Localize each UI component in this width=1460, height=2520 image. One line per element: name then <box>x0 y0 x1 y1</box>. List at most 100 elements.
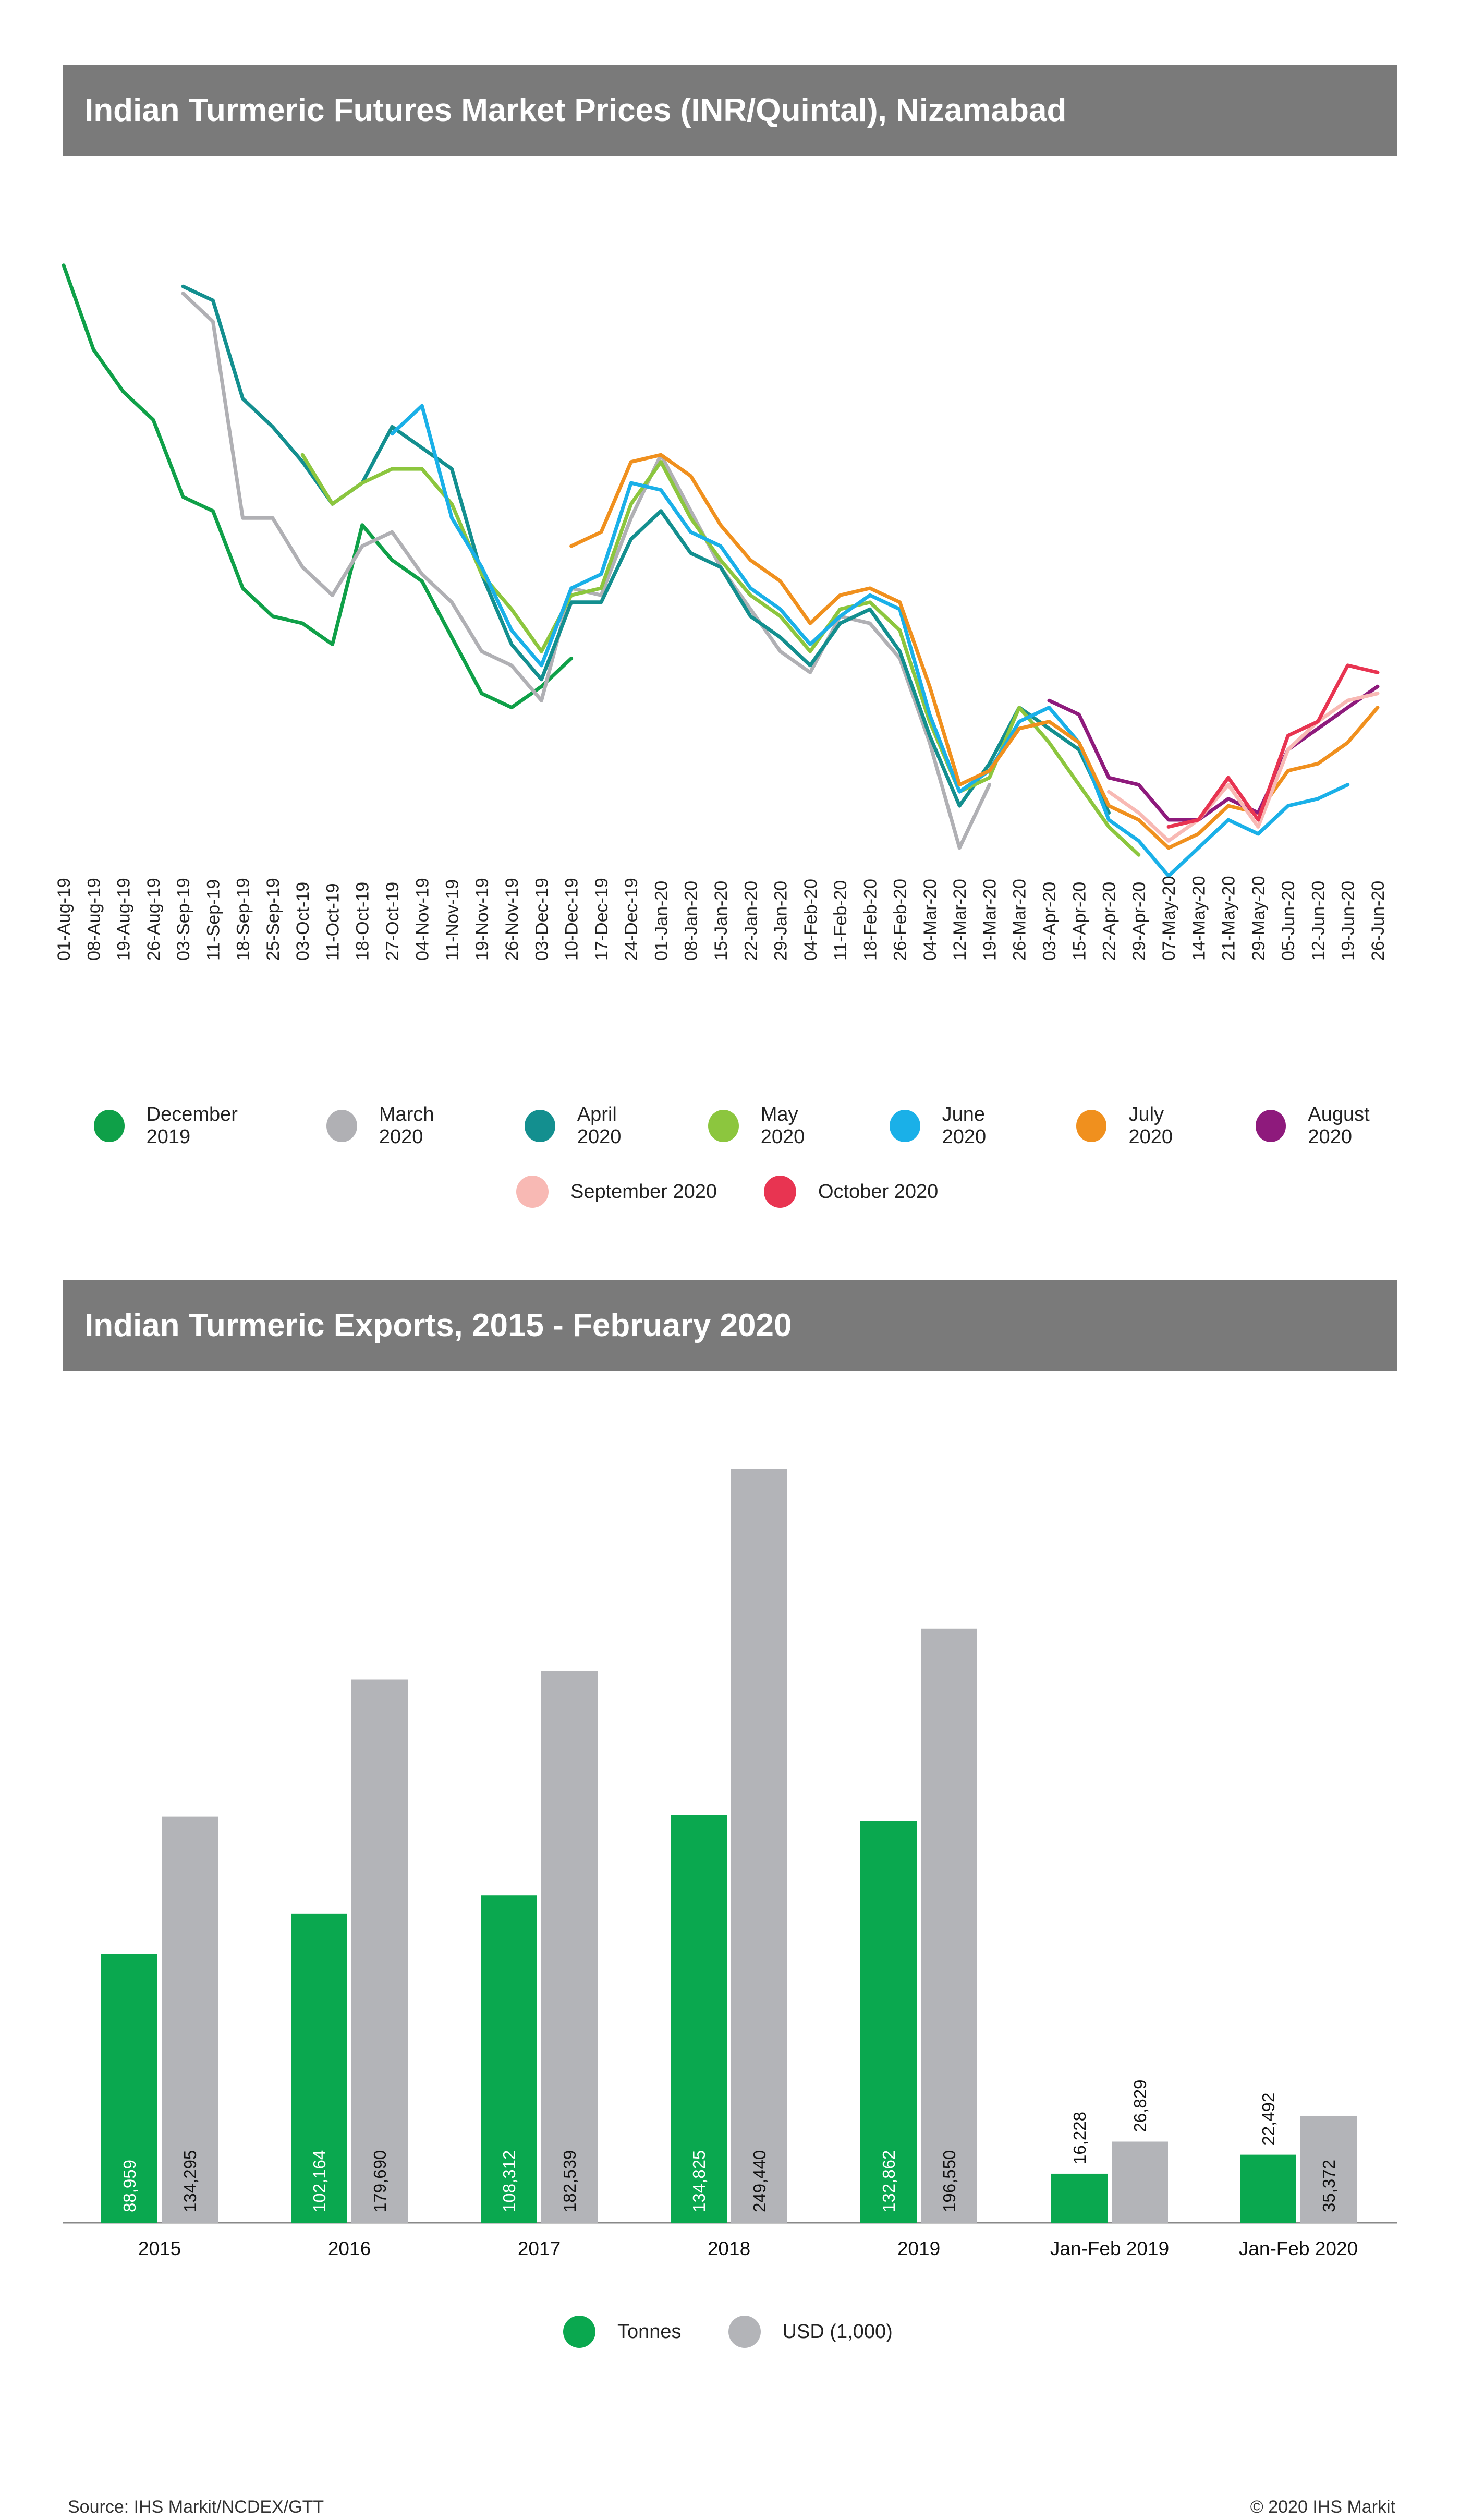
bar-tonnes-2018 <box>671 1815 727 2223</box>
x-tick-label: 12-Jun-20 <box>1308 881 1328 961</box>
x-tick-label: 11-Oct-19 <box>323 883 343 961</box>
bar-value-label: 134,295 <box>180 2150 200 2212</box>
legend-swatch <box>516 1176 549 1208</box>
legend-swatch <box>326 1110 357 1142</box>
series-line-july-2020 <box>569 453 1380 850</box>
x-tick-label: 22-Jan-20 <box>741 881 761 961</box>
x-tick-label: 18-Sep-19 <box>234 878 253 961</box>
x-tick-label: 04-Mar-20 <box>920 879 940 961</box>
legend-item-usd-1-000: USD (1,000) <box>728 2316 893 2348</box>
legend-item-may-2020: May 2020 <box>708 1104 843 1148</box>
bar-value-label: 108,312 <box>500 2150 519 2212</box>
bar-usd-1-000-2018 <box>731 1469 787 2223</box>
series-line-june-2020 <box>390 404 1350 878</box>
series-line-september-2020 <box>1107 692 1380 843</box>
series-line-may-2020 <box>300 453 1141 857</box>
x-tick-label: 01-Aug-19 <box>54 878 74 961</box>
bar-value-label: 16,228 <box>1070 2112 1089 2164</box>
x-tick-label: 14-May-20 <box>1189 876 1209 961</box>
futures-legend-row-1: December 2019 March 2020 April 2020 May 202… <box>94 1104 1460 1148</box>
bar-value-label: 132,862 <box>879 2150 898 2212</box>
x-tick-label: 21-May-20 <box>1219 876 1239 961</box>
legend-item-tonnes: Tonnes <box>563 2316 682 2348</box>
x-tick-label: 03-Dec-19 <box>532 878 552 961</box>
futures-legend-row-2: September 2020 October 2020 <box>516 1176 985 1208</box>
bar-usd-1-000-jan-feb-2020 <box>1300 2115 1357 2223</box>
x-tick-label: 11-Nov-19 <box>443 879 463 961</box>
legend-label: March 2020 <box>379 1104 434 1148</box>
category-label: 2015 <box>138 2238 181 2259</box>
legend-label: June 2020 <box>942 1104 987 1148</box>
bar-tonnes-jan-feb-2019 <box>1051 2173 1108 2223</box>
x-tick-label: 22-Apr-20 <box>1100 882 1120 961</box>
series-line-march-2020 <box>181 292 991 850</box>
legend-label: September 2020 <box>570 1180 717 1203</box>
series-line-april-2020 <box>181 284 1111 815</box>
bar-value-label: 22,492 <box>1259 2093 1278 2146</box>
category-label: 2016 <box>328 2238 371 2259</box>
bar-tonnes-2017 <box>481 1895 537 2223</box>
x-tick-label: 26-Jun-20 <box>1368 881 1388 961</box>
x-tick-label: 19-Mar-20 <box>980 879 1000 961</box>
x-tick-label: 11-Sep-19 <box>203 879 223 961</box>
x-tick-label: 15-Jan-20 <box>711 881 731 961</box>
legend-swatch <box>1076 1110 1107 1142</box>
legend-swatch <box>525 1110 555 1142</box>
legend-label: October 2020 <box>818 1180 939 1203</box>
legend-label: USD (1,000) <box>782 2320 893 2343</box>
legend-swatch <box>1255 1110 1286 1142</box>
x-tick-label: 10-Dec-19 <box>562 878 582 961</box>
bar-value-label: 26,829 <box>1130 2080 1150 2133</box>
x-tick-label: 26-Aug-19 <box>144 878 164 961</box>
bar-value-label: 179,690 <box>370 2150 390 2212</box>
exports-bar-chart: 88,959 134,295 2015 102,164 179,690 2016 108,3… <box>63 1469 1397 2259</box>
category-label: 2018 <box>708 2238 750 2259</box>
x-tick-label: 12-Mar-20 <box>950 879 970 961</box>
x-tick-label: 24-Dec-19 <box>622 878 641 961</box>
series-line-august-2020 <box>1047 684 1380 822</box>
legend-label: Tonnes <box>617 2320 682 2343</box>
x-tick-label: 04-Nov-19 <box>412 878 432 961</box>
legend-item-march-2020: March 2020 <box>326 1104 478 1148</box>
category-label: 2017 <box>518 2238 561 2259</box>
legend-label: August 2020 <box>1308 1104 1370 1148</box>
x-tick-label: 26-Feb-20 <box>891 879 910 961</box>
x-tick-label: 29-Apr-20 <box>1129 882 1149 961</box>
bar-tonnes-jan-feb-2020 <box>1240 2154 1296 2223</box>
x-tick-label: 04-Feb-20 <box>801 879 821 961</box>
legend-label: May 2020 <box>760 1104 805 1148</box>
x-tick-label: 03-Oct-19 <box>293 882 313 961</box>
series-line-december-2019 <box>62 263 574 710</box>
category-label: Jan-Feb 2020 <box>1239 2238 1358 2259</box>
bar-value-label: 88,959 <box>120 2160 139 2212</box>
bar-usd-1-000-2017 <box>541 1671 598 2223</box>
x-tick-label: 27-Oct-19 <box>383 882 403 961</box>
legend-swatch <box>94 1110 125 1142</box>
legend-label: April 2020 <box>577 1104 622 1148</box>
legend-swatch <box>708 1110 739 1142</box>
x-tick-label: 08-Jan-20 <box>682 881 701 961</box>
bar-value-label: 196,550 <box>940 2150 959 2212</box>
x-tick-label: 17-Dec-19 <box>592 878 612 961</box>
exports-legend: Tonnes USD (1,000) <box>563 2316 940 2348</box>
legend-item-september-2020: September 2020 <box>516 1176 717 1208</box>
x-tick-label: 08-Aug-19 <box>84 878 104 961</box>
legend-item-december-2019: December 2019 <box>94 1104 279 1148</box>
legend-item-april-2020: April 2020 <box>525 1104 661 1148</box>
x-tick-label: 15-Apr-20 <box>1069 882 1089 961</box>
x-tick-label: 25-Sep-19 <box>263 878 283 961</box>
futures-chart-title: Indian Turmeric Futures Market Prices (I… <box>63 65 1397 156</box>
legend-item-october-2020: October 2020 <box>763 1176 939 1208</box>
bar-value-label: 182,539 <box>560 2150 579 2212</box>
legend-swatch <box>890 1110 920 1142</box>
x-tick-label: 01-Jan-20 <box>651 881 671 961</box>
bar-value-label: 249,440 <box>750 2150 769 2212</box>
legend-swatch <box>563 2316 595 2348</box>
x-tick-label: 19-Jun-20 <box>1339 881 1358 961</box>
legend-item-august-2020: August 2020 <box>1255 1104 1413 1148</box>
x-tick-label: 26-Nov-19 <box>502 878 522 961</box>
bar-value-label: 35,372 <box>1319 2160 1339 2212</box>
legend-swatch <box>728 2316 761 2348</box>
legend-item-july-2020: July 2020 <box>1076 1104 1209 1148</box>
bar-usd-1-000-2016 <box>351 1679 408 2223</box>
